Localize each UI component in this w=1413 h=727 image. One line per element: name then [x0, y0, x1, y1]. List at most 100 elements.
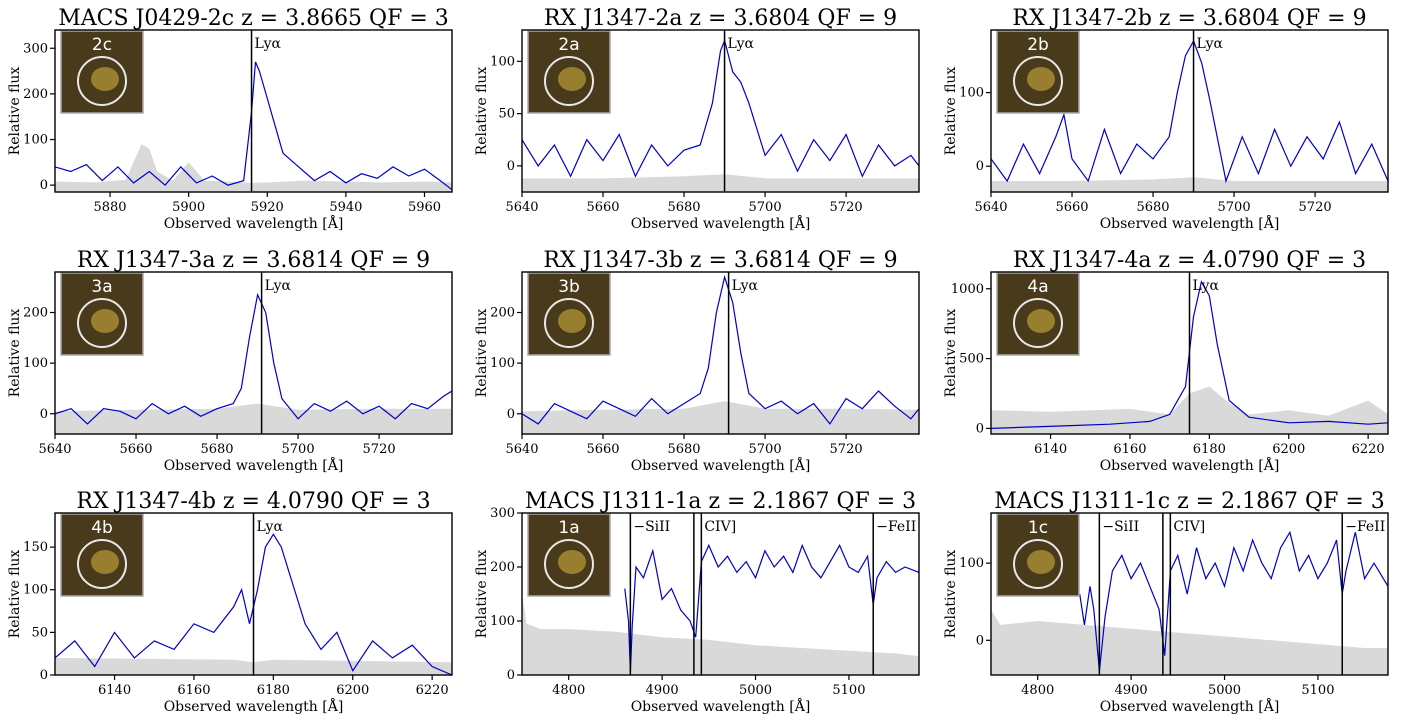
flux-line [55, 533, 452, 675]
stamp-source [91, 550, 119, 574]
stamp-source [1027, 67, 1055, 91]
stamp-source [91, 309, 119, 333]
x-tick-label: 6140 [1034, 442, 1067, 457]
error-area [522, 594, 919, 675]
x-tick-label: 5940 [329, 200, 362, 215]
axes-frame [521, 29, 920, 193]
panel-6: Lyα 4b 6140 6160 6180 6200 6220 0 50 100 150 Observ… [7, 489, 453, 715]
panel-2: Lyα 2b 5640 5660 5680 5700 5720 0 100 Observed wa… [943, 6, 1389, 232]
y-tick-label: 200 [23, 306, 48, 321]
y-tick-label: 100 [959, 86, 984, 101]
x-tick-label: 4900 [1115, 683, 1148, 698]
error-area [55, 144, 452, 192]
x-tick-label: 6180 [1193, 442, 1226, 457]
marker-label: −SiII [633, 519, 670, 535]
x-tick-label: 5720 [830, 200, 863, 215]
x-tick-label: 5000 [739, 683, 772, 698]
x-tick-label: 5640 [38, 442, 71, 457]
stamp-aperture-circle [77, 56, 127, 106]
y-tick-label: 0 [40, 178, 48, 193]
stamp-source [558, 550, 586, 574]
error-area [55, 403, 452, 434]
x-tick-label: 5640 [505, 442, 538, 457]
x-tick-label: 6160 [1113, 442, 1146, 457]
flux-line [991, 39, 1388, 184]
y-tick-label: 1000 [951, 282, 984, 297]
marker-label: −FeII [876, 519, 916, 535]
y-axis-label: Relative flux [7, 67, 23, 156]
panel-title: RX J1347-3b z = 3.6814 QF = 9 [543, 248, 897, 273]
axes-frame [54, 512, 453, 676]
stamp-image [996, 30, 1080, 114]
x-tick-label: 5000 [1208, 683, 1241, 698]
y-tick-label: 200 [23, 87, 48, 102]
stamp-aperture-circle [77, 539, 127, 589]
y-tick-label: 100 [490, 614, 515, 629]
stamp-aperture-circle [544, 298, 594, 348]
stamp-source [558, 309, 586, 333]
axes-frame [990, 29, 1389, 193]
x-tick-label: 5900 [172, 200, 205, 215]
marker-label: Lyα [732, 278, 759, 294]
y-tick-label: 100 [23, 583, 48, 598]
x-tick-label: 6220 [416, 683, 449, 698]
panel-5: Lyα 4a 6140 6160 6180 6200 6220 0 500 1000 Observe… [943, 248, 1389, 474]
stamp-label: 4b [91, 518, 113, 538]
x-tick-label: 5720 [1299, 200, 1332, 215]
panel-title: RX J1347-2a z = 3.6804 QF = 9 [544, 6, 897, 31]
x-tick-label: 5700 [749, 200, 782, 215]
y-tick-label: 100 [23, 356, 48, 371]
marker-label: Lyα [265, 278, 292, 294]
y-tick-label: 0 [976, 159, 984, 174]
marker-label: Lyα [1197, 36, 1224, 52]
stamp-aperture-circle [544, 56, 594, 106]
stamp-label: 1c [1028, 518, 1048, 538]
x-tick-label: 6160 [177, 683, 210, 698]
y-axis-label: Relative flux [7, 309, 23, 398]
y-tick-label: 100 [959, 556, 984, 571]
y-tick-label: 50 [498, 107, 515, 122]
stamp-label: 4a [1027, 277, 1048, 297]
x-tick-label: 5100 [832, 683, 865, 698]
y-axis-label: Relative flux [474, 67, 490, 156]
axes-frame [54, 29, 453, 193]
x-axis-label: Observed wavelength [Å] [1100, 697, 1280, 715]
error-area [991, 177, 1388, 192]
flux-line [55, 61, 452, 191]
x-axis-label: Observed wavelength [Å] [164, 456, 344, 474]
x-tick-label: 4900 [646, 683, 679, 698]
panel-title: RX J1347-4b z = 4.0790 QF = 3 [76, 489, 430, 514]
x-tick-label: 5660 [1055, 200, 1088, 215]
flux-line [55, 292, 452, 425]
panel-title: MACS J1311-1c z = 2.1867 QF = 3 [994, 489, 1385, 514]
y-tick-label: 100 [490, 54, 515, 69]
error-area [522, 174, 919, 192]
y-tick-label: 300 [23, 41, 48, 56]
flux-line [624, 543, 919, 673]
y-tick-label: 500 [959, 352, 984, 367]
x-tick-label: 5640 [974, 200, 1007, 215]
x-tick-label: 6220 [1352, 442, 1385, 457]
stamp-label: 2b [1027, 35, 1049, 55]
stamp-label: 2c [92, 35, 112, 55]
y-axis-label: Relative flux [943, 309, 959, 398]
y-tick-label: 0 [976, 421, 984, 436]
panel-7: −SiII CIV] −FeII 1a 4800 4900 5000 5100 0 100 200 3… [474, 489, 920, 715]
x-tick-label: 4800 [1021, 683, 1054, 698]
x-tick-label: 5880 [93, 200, 126, 215]
x-tick-label: 5680 [667, 442, 700, 457]
marker-label: Lyα [255, 36, 282, 52]
stamp-source [91, 67, 119, 91]
axes-frame [990, 271, 1389, 435]
x-tick-label: 5920 [251, 200, 284, 215]
y-tick-label: 0 [507, 159, 515, 174]
panel-title: RX J1347-4a z = 4.0790 QF = 3 [1013, 248, 1366, 273]
panel-title: RX J1347-3a z = 3.6814 QF = 9 [77, 248, 430, 273]
x-tick-label: 5640 [505, 200, 538, 215]
panel-title: MACS J1311-1a z = 2.1867 QF = 3 [525, 489, 916, 514]
panel-0: Lyα 2c 5880 5900 5920 5940 5960 0 100 200 300 Obser… [7, 6, 453, 232]
stamp-label: 1a [558, 518, 579, 538]
x-tick-label: 5720 [830, 442, 863, 457]
x-tick-label: 5680 [1136, 200, 1169, 215]
